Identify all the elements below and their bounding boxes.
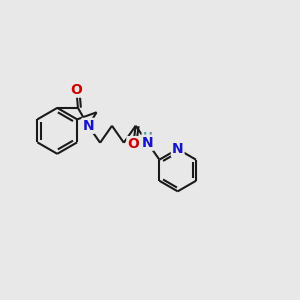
- Text: N: N: [172, 142, 184, 156]
- Text: O: O: [70, 82, 83, 97]
- Text: H: H: [142, 131, 152, 144]
- Text: N: N: [142, 136, 153, 150]
- Text: O: O: [128, 137, 139, 151]
- Text: N: N: [82, 119, 94, 133]
